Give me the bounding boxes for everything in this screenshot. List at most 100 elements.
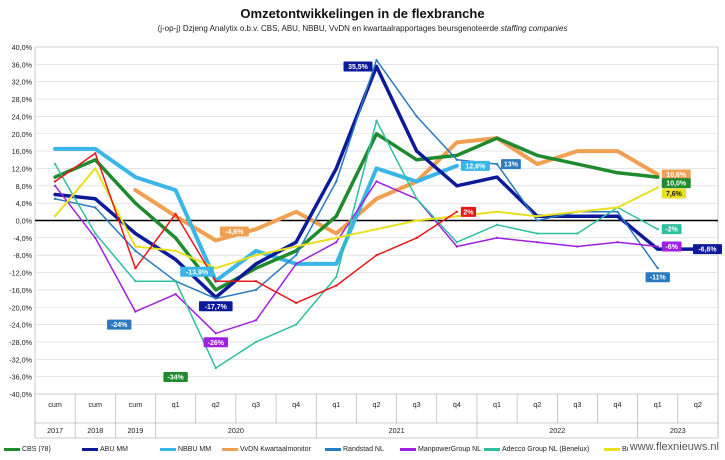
data-label-box: [460, 160, 490, 171]
data-label: -17,7%: [198, 301, 233, 312]
data-point: [294, 249, 298, 253]
data-label: -11%: [645, 272, 670, 283]
legend-label: ABU MM: [100, 446, 128, 453]
data-point: [616, 240, 619, 244]
data-point: [335, 236, 338, 240]
legend-swatch: [160, 447, 176, 451]
data-label: -6%: [661, 241, 682, 252]
data-point: [615, 171, 620, 175]
data-point: [174, 212, 177, 216]
data-point: [134, 310, 137, 313]
data-label-box: [661, 178, 691, 189]
data-point: [374, 64, 379, 69]
x-tick-label: q1: [654, 400, 662, 409]
legend-swatch: [484, 447, 500, 451]
data-point: [536, 219, 539, 222]
data-label-box: [460, 206, 477, 217]
data-point: [576, 245, 579, 248]
data-label-box: [661, 169, 691, 180]
data-point: [374, 197, 379, 201]
data-point: [214, 280, 217, 283]
data-label: 35,5%: [343, 61, 373, 72]
data-label-text: -11%: [650, 275, 667, 282]
data-point: [93, 147, 97, 151]
y-tick-label: 20,0%: [12, 130, 33, 139]
legend-swatch: [325, 447, 341, 451]
data-point: [53, 175, 57, 179]
legend-swatch: [4, 447, 20, 451]
data-point: [214, 238, 218, 243]
data-point: [455, 210, 459, 214]
data-label-text: -6,6%: [698, 247, 717, 254]
data-label-box: [343, 61, 373, 72]
x-group-label: 2018: [87, 426, 103, 435]
series-line-randstad-nl: [54, 59, 659, 300]
data-point: [94, 167, 97, 170]
x-tick-label: q4: [614, 400, 622, 409]
data-point: [254, 266, 258, 270]
data-label-box: [107, 319, 132, 330]
data-point: [374, 132, 379, 136]
data-point: [254, 288, 258, 292]
legend-label: Adecco Group NL (Benelux): [502, 446, 590, 453]
data-point: [134, 249, 137, 253]
data-point: [576, 232, 579, 235]
chart-subtitle: (j-op-j) Dzjeng Analytix o.b.v. CBS, ABU…: [157, 24, 568, 33]
y-tick-label: -8,0%: [13, 251, 32, 260]
data-label-box: [198, 301, 233, 312]
chart-title: Omzetontwikkelingen in de flexbranche: [240, 6, 485, 21]
data-point: [575, 149, 579, 153]
data-label: -26%: [203, 337, 228, 348]
data-point: [174, 280, 177, 283]
data-label-box: [661, 241, 682, 252]
data-label: 13%: [501, 159, 521, 170]
data-label-box: [501, 159, 521, 170]
data-point: [656, 247, 660, 251]
data-point: [214, 366, 217, 370]
series-line-manpowergroup-nl: [54, 180, 659, 335]
data-label-text: -34%: [167, 374, 184, 381]
y-tick-label: -32,0%: [9, 355, 32, 364]
y-tick-label: -16,0%: [9, 286, 32, 295]
data-point: [656, 186, 659, 189]
data-point: [495, 136, 499, 140]
data-label-box: [645, 272, 670, 283]
data-point: [294, 254, 298, 257]
x-tick-label: q4: [453, 400, 461, 409]
data-point: [656, 267, 659, 270]
data-point: [254, 319, 258, 322]
data-point: [535, 162, 539, 166]
data-point: [294, 240, 298, 244]
x-group-label: 2021: [389, 426, 405, 435]
data-point: [495, 162, 499, 166]
data-label-text: -17,7%: [205, 304, 228, 311]
data-label-text: -13,9%: [186, 269, 209, 276]
y-tick-label: -40,0%: [9, 390, 32, 399]
legend-label: NBBU MM: [178, 446, 212, 453]
data-label: -24%: [107, 319, 132, 330]
data-point: [415, 219, 418, 222]
data-label-text: 12,6%: [465, 163, 486, 170]
data-point: [53, 214, 57, 218]
data-point: [174, 249, 177, 253]
y-tick-label: 0,0%: [16, 217, 33, 226]
data-point: [254, 254, 258, 257]
y-tick-label: 32,0%: [12, 78, 33, 87]
data-label-text: -6%: [665, 244, 678, 251]
data-label-text: -2%: [665, 227, 678, 234]
legend-item: CBS (78): [4, 446, 51, 453]
x-tick-label: q2: [373, 400, 381, 409]
data-point: [53, 197, 57, 201]
data-point: [53, 162, 57, 166]
data-label-text: -4,6%: [225, 229, 244, 236]
y-tick-label: -4,0%: [13, 234, 32, 243]
data-point: [536, 214, 539, 218]
data-point: [174, 236, 178, 240]
data-point: [455, 214, 459, 218]
data-point: [254, 262, 258, 266]
data-label-text: -24%: [111, 322, 128, 329]
data-point: [375, 58, 378, 62]
data-label-text: 10,0%: [666, 181, 687, 188]
x-tick-label: q1: [172, 400, 180, 409]
data-point: [334, 214, 338, 218]
